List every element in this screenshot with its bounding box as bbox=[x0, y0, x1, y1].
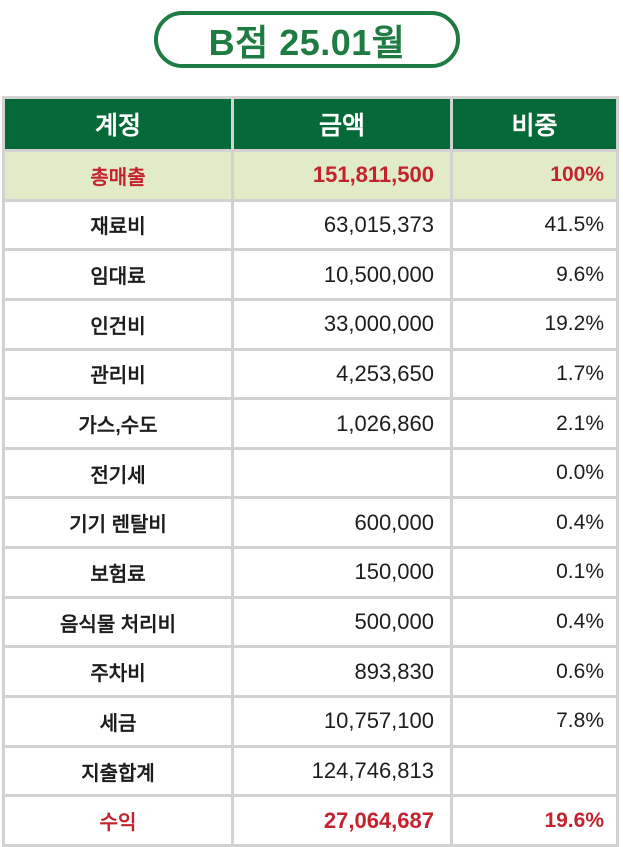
account-cell: 관리비 bbox=[5, 350, 231, 398]
account-cell: 기기 렌탈비 bbox=[5, 499, 231, 547]
percent-cell: 7.8% bbox=[453, 698, 616, 745]
account-cell: 주차비 bbox=[5, 648, 231, 696]
account-cell: 수익 bbox=[5, 797, 231, 844]
percent-cell: 100% bbox=[453, 152, 616, 199]
amount-cell: 1,026,860 bbox=[234, 400, 450, 447]
percent-cell: 19.6% bbox=[453, 797, 616, 844]
account-cell: 총매출 bbox=[5, 152, 231, 199]
account-cell: 세금 bbox=[5, 698, 231, 745]
percent-cell: 41.5% bbox=[453, 201, 616, 249]
amount-cell: 10,500,000 bbox=[234, 251, 450, 298]
account-cell: 재료비 bbox=[5, 201, 231, 249]
amount-cell: 63,015,373 bbox=[234, 201, 450, 249]
percent-cell: 0.0% bbox=[453, 449, 616, 497]
report-title: B점 25.01월 bbox=[208, 21, 406, 63]
percent-cell: 0.4% bbox=[453, 499, 616, 547]
account-cell: 지출합계 bbox=[5, 747, 231, 795]
percent-cell bbox=[453, 747, 616, 795]
amount-cell: 33,000,000 bbox=[234, 300, 450, 348]
amount-cell: 4,253,650 bbox=[234, 350, 450, 398]
financial-table: 계정 금액 비중 총매출 151,811,500 100% 재료비 63,015… bbox=[2, 96, 619, 847]
percent-cell: 0.6% bbox=[453, 648, 616, 696]
report-title-pill: B점 25.01월 bbox=[154, 11, 460, 68]
column-header-amount: 금액 bbox=[234, 99, 450, 149]
percent-cell: 1.7% bbox=[453, 350, 616, 398]
amount-cell: 151,811,500 bbox=[234, 152, 450, 199]
percent-cell: 0.4% bbox=[453, 598, 616, 646]
account-cell: 가스,수도 bbox=[5, 400, 231, 447]
amount-cell: 893,830 bbox=[234, 648, 450, 696]
percent-cell: 2.1% bbox=[453, 400, 616, 447]
amount-cell: 500,000 bbox=[234, 598, 450, 646]
amount-cell: 150,000 bbox=[234, 549, 450, 596]
amount-cell: 10,757,100 bbox=[234, 698, 450, 745]
account-cell: 음식물 처리비 bbox=[5, 598, 231, 646]
amount-cell bbox=[234, 449, 450, 497]
percent-cell: 19.2% bbox=[453, 300, 616, 348]
amount-cell: 27,064,687 bbox=[234, 797, 450, 844]
amount-cell: 600,000 bbox=[234, 499, 450, 547]
column-header-share: 비중 bbox=[453, 99, 616, 149]
account-cell: 인건비 bbox=[5, 300, 231, 348]
percent-cell: 0.1% bbox=[453, 549, 616, 596]
account-cell: 보험료 bbox=[5, 549, 231, 596]
column-header-account: 계정 bbox=[5, 99, 231, 149]
account-cell: 임대료 bbox=[5, 251, 231, 298]
account-cell: 전기세 bbox=[5, 449, 231, 497]
amount-cell: 124,746,813 bbox=[234, 747, 450, 795]
percent-cell: 9.6% bbox=[453, 251, 616, 298]
